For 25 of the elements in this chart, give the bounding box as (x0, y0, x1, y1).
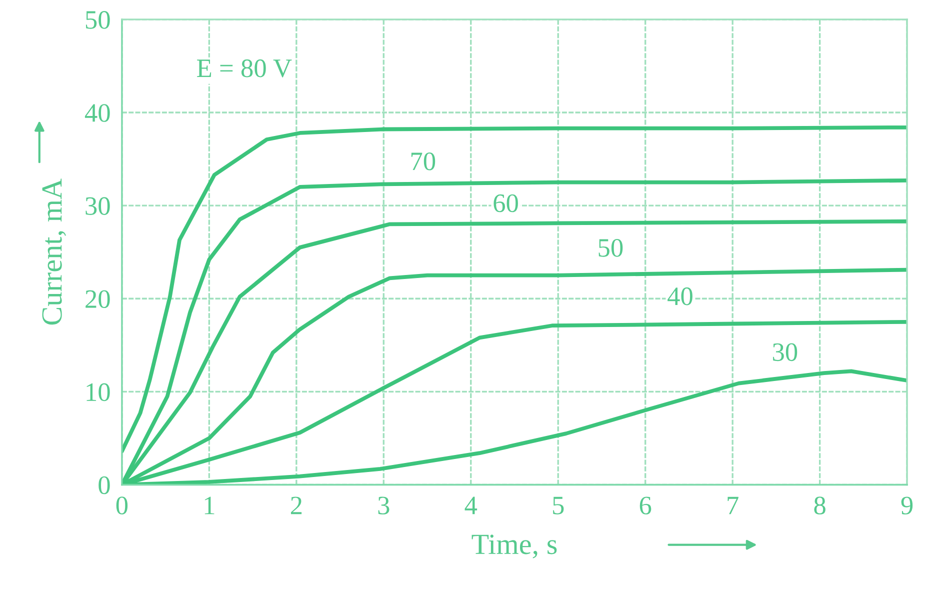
x-tick-label: 2 (290, 496, 302, 514)
x-tick-label: 5 (553, 496, 564, 514)
series-label: 70 (411, 152, 436, 170)
text: E = 80 V (197, 59, 292, 78)
x-tick-label: 0 (116, 496, 128, 514)
y-tick-label: 20 (86, 290, 110, 308)
x-tick-label: 7 (728, 496, 738, 514)
x-tick-label: 1 (204, 496, 214, 514)
y-tick-label: 0 (98, 476, 110, 494)
series-label: 40 (668, 287, 692, 306)
x-tick-label: 6 (640, 496, 652, 514)
x-tick-label: 8 (814, 496, 826, 514)
x-tick-label: 3 (378, 496, 390, 514)
y-tick-label: 10 (86, 383, 110, 402)
series-label: 30 (772, 343, 798, 362)
x-tick-label: 9 (901, 496, 913, 514)
x-axis-title: Time, s (472, 534, 557, 558)
y-axis-title: Current, mA (42, 178, 66, 325)
y-tick-label: 50 (86, 11, 110, 29)
series-label: 50 (598, 239, 623, 257)
x-tick-label: 4 (464, 496, 478, 514)
y-tick-label: 40 (84, 104, 110, 122)
series-label: 60 (494, 194, 518, 212)
line-series (122, 125, 908, 454)
y-tick-label: 30 (86, 197, 110, 215)
